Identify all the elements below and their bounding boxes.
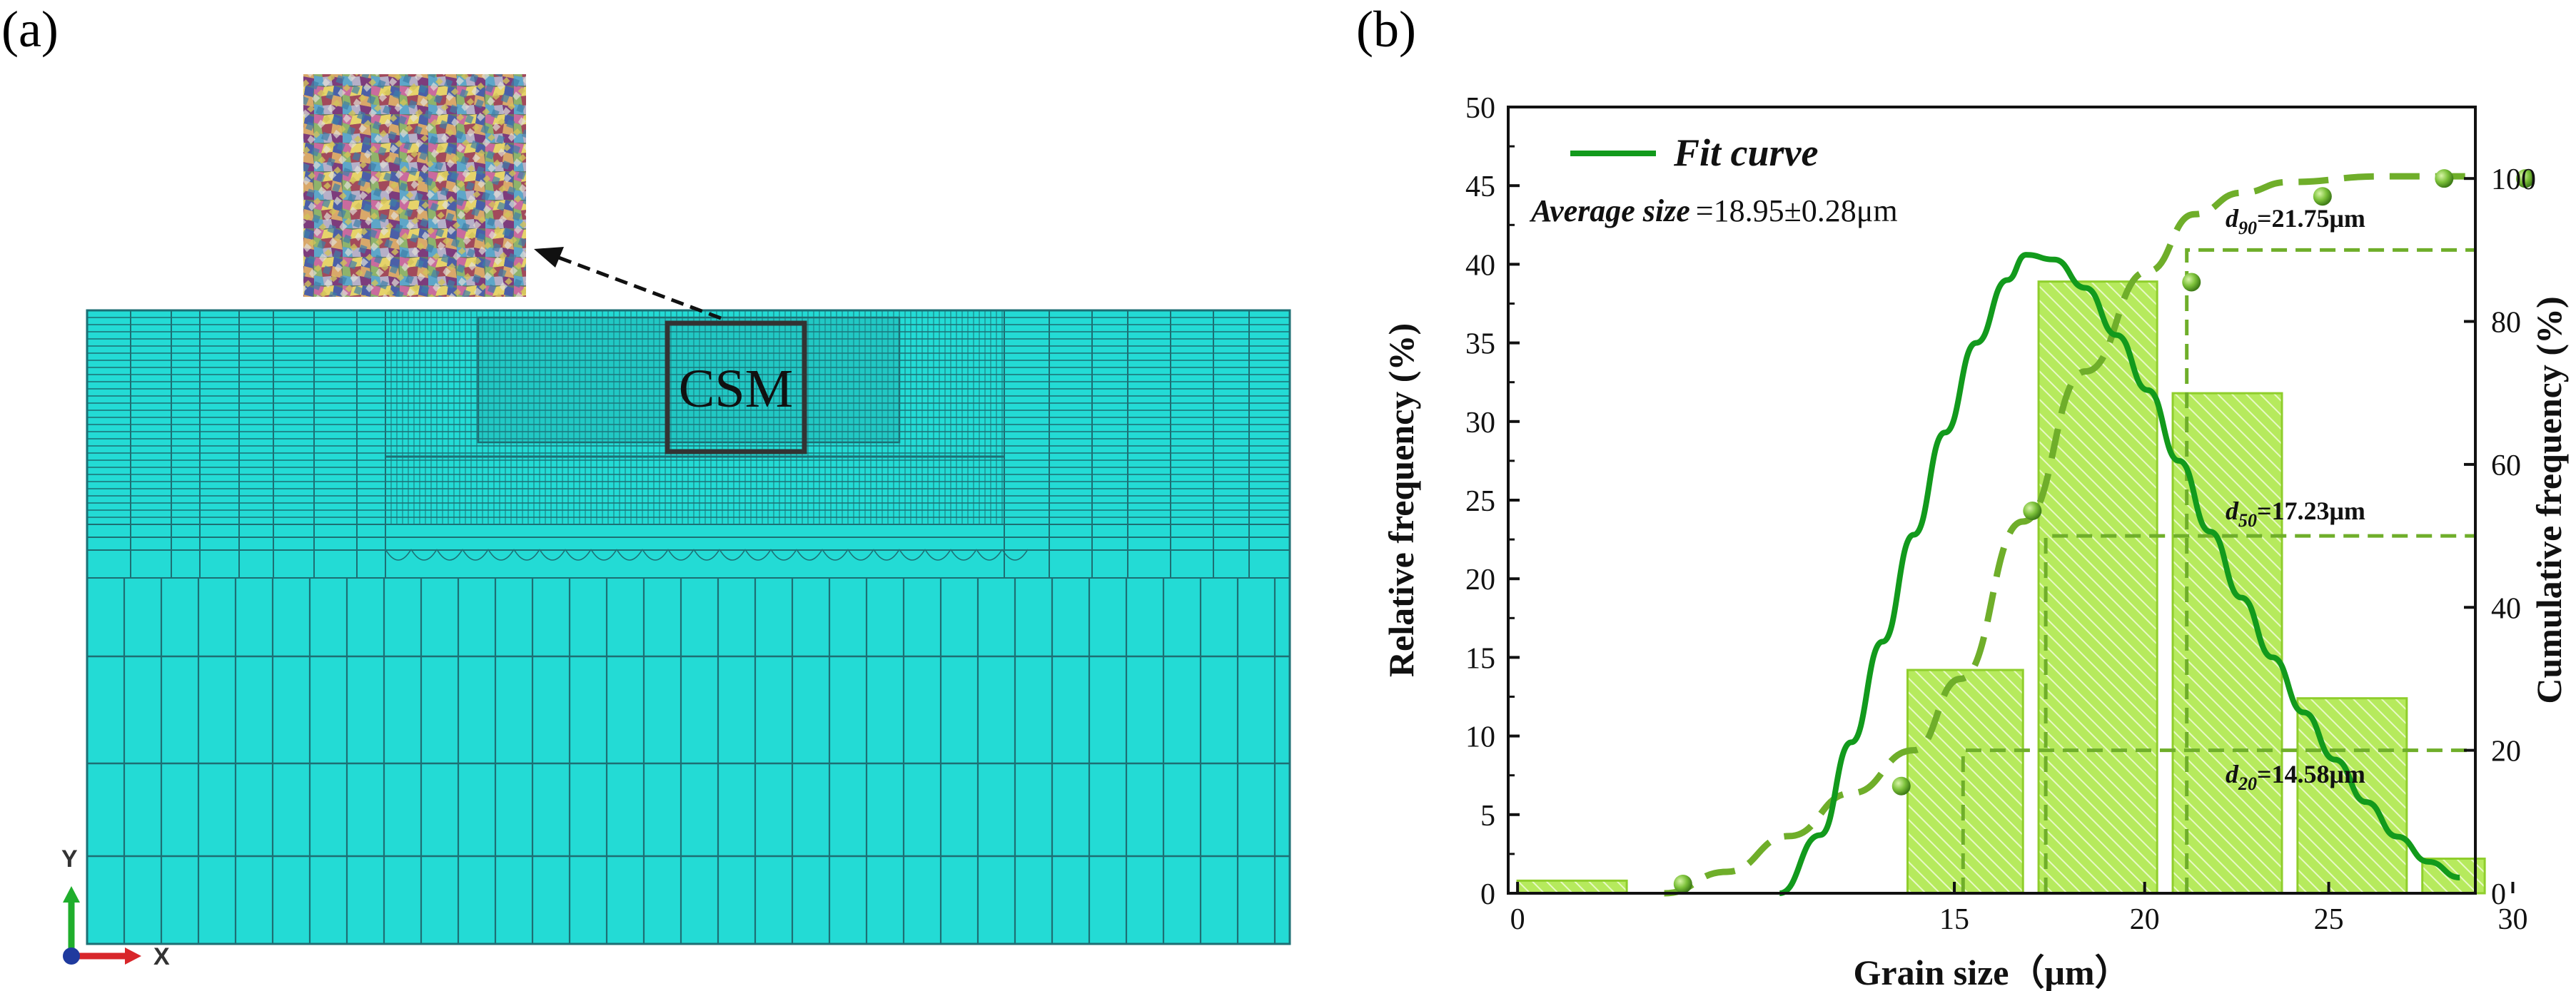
mesh-line [976, 549, 1003, 561]
y-axis-title: Relative frequency (%) [1381, 323, 1421, 677]
y-tick-label-0: 0 [1480, 878, 1495, 911]
y-tick-label-9: 45 [1465, 171, 1495, 203]
y-axis-label: Y [61, 845, 78, 873]
fit-curve-series [1779, 252, 2460, 896]
percentile-d50-line [2044, 534, 2475, 893]
cumulative-point-5 [2435, 169, 2454, 188]
y-tick-label-4: 20 [1465, 564, 1495, 596]
csm-box: CSM [665, 320, 807, 454]
y2-tick-label-0: 0 [2491, 878, 2506, 911]
d50-label: d50=17.23μm [2226, 497, 2365, 531]
coordinate-axes: Y X [61, 845, 170, 970]
y-tick-label-5: 25 [1465, 485, 1495, 518]
y2-tick-label-1: 20 [2491, 736, 2521, 768]
mesh-line [667, 549, 694, 561]
csm-label: CSM [679, 359, 794, 419]
inset-arrow [534, 247, 722, 320]
x-axis-label: X [153, 943, 170, 970]
x-tick-label-1: 15 [1939, 903, 1969, 936]
cumulative-series [1664, 169, 2535, 897]
y-tick-label-7: 35 [1465, 328, 1495, 361]
y-tick-label-8: 40 [1465, 249, 1495, 282]
legend-fit-label: Fit curve [1673, 131, 1818, 174]
bar-2 [2037, 280, 2158, 895]
mesh-line [924, 549, 951, 561]
x-axis-title: Grain size（μm） [1853, 952, 2130, 991]
refined-core [477, 316, 901, 444]
y-tick-label-10: 50 [1465, 92, 1495, 125]
panel-b-label: (b) [1356, 1, 1416, 58]
bar-0 [1516, 879, 1628, 895]
mesh-line [719, 549, 746, 561]
mesh-line [796, 549, 823, 561]
mesh-line [513, 549, 540, 561]
mesh-line [744, 549, 772, 561]
y-tick-label-2: 10 [1465, 721, 1495, 754]
mesh-line [822, 549, 849, 561]
percentile-lines [1961, 248, 2475, 893]
average-size-text: Average size =18.95±0.28μm [1529, 193, 1898, 228]
cumulative-point-1 [1891, 776, 1911, 796]
x-tick-label-3: 25 [2314, 903, 2344, 936]
mesh-line [616, 549, 643, 561]
mesh-line [899, 549, 926, 561]
mesh-line [410, 549, 438, 561]
cumulative-curve [1664, 173, 2476, 897]
fit-curve [1779, 252, 2460, 896]
chart-axes [1507, 106, 2515, 895]
mesh-line [565, 549, 592, 561]
grain-microstructure-inset [303, 74, 526, 297]
d20-label: d20=14.58μm [2226, 760, 2365, 794]
x-tick-label-2: 20 [2130, 903, 2160, 936]
y2-axis-title: Cumulative frequency (%) [2529, 296, 2569, 703]
x-tick-label-4: 30 [2497, 903, 2527, 936]
mesh-line [693, 549, 720, 561]
mesh-line [436, 549, 463, 561]
percentile-d90-line [2185, 248, 2475, 893]
mesh-line [385, 549, 412, 561]
x-tick-label-0: 0 [1510, 903, 1525, 936]
d90-label: d90=21.75μm [2226, 204, 2365, 238]
mesh-line [770, 549, 797, 561]
mesh-line [873, 549, 900, 561]
grain-size-chart: 0 5 10 15 20 25 30 35 40 45 50 0 20 40 60 80 100 0 15 20 25 3… [1381, 92, 2569, 991]
mesh-line [950, 549, 977, 561]
mesh-line [539, 549, 566, 561]
cumulative-point-6 [2515, 169, 2535, 188]
mesh-line [462, 549, 489, 561]
cumulative-point-3 [2182, 273, 2201, 292]
histogram-bars [1516, 280, 2486, 895]
mesh-line [590, 549, 617, 561]
cumulative-point-2 [2023, 502, 2042, 521]
y2-tick-label-3: 60 [2491, 449, 2521, 482]
bar-1 [1906, 669, 2024, 895]
chart-text: 0 5 10 15 20 25 30 35 40 45 50 0 20 40 60 80 100 0 15 20 25 3… [1381, 92, 2569, 991]
y2-tick-label-2: 40 [2491, 592, 2521, 625]
cumulative-point-0 [1673, 874, 1692, 893]
mesh-line [488, 549, 515, 561]
y-tick-label-3: 15 [1465, 642, 1495, 675]
panel-a-label: (a) [1, 1, 59, 58]
y2-tick-label-5: 100 [2491, 163, 2536, 196]
mesh-line [1001, 549, 1029, 561]
y-tick-label-1: 5 [1480, 800, 1495, 833]
mesh-body [86, 309, 1291, 945]
mesh-line [642, 549, 669, 561]
y-tick-label-6: 30 [1465, 407, 1495, 439]
cumulative-point-4 [2313, 187, 2332, 206]
mesh-line [847, 549, 874, 561]
fem-mesh-figure: CSM Y X [61, 74, 1291, 970]
y2-tick-label-4: 80 [2491, 307, 2521, 340]
